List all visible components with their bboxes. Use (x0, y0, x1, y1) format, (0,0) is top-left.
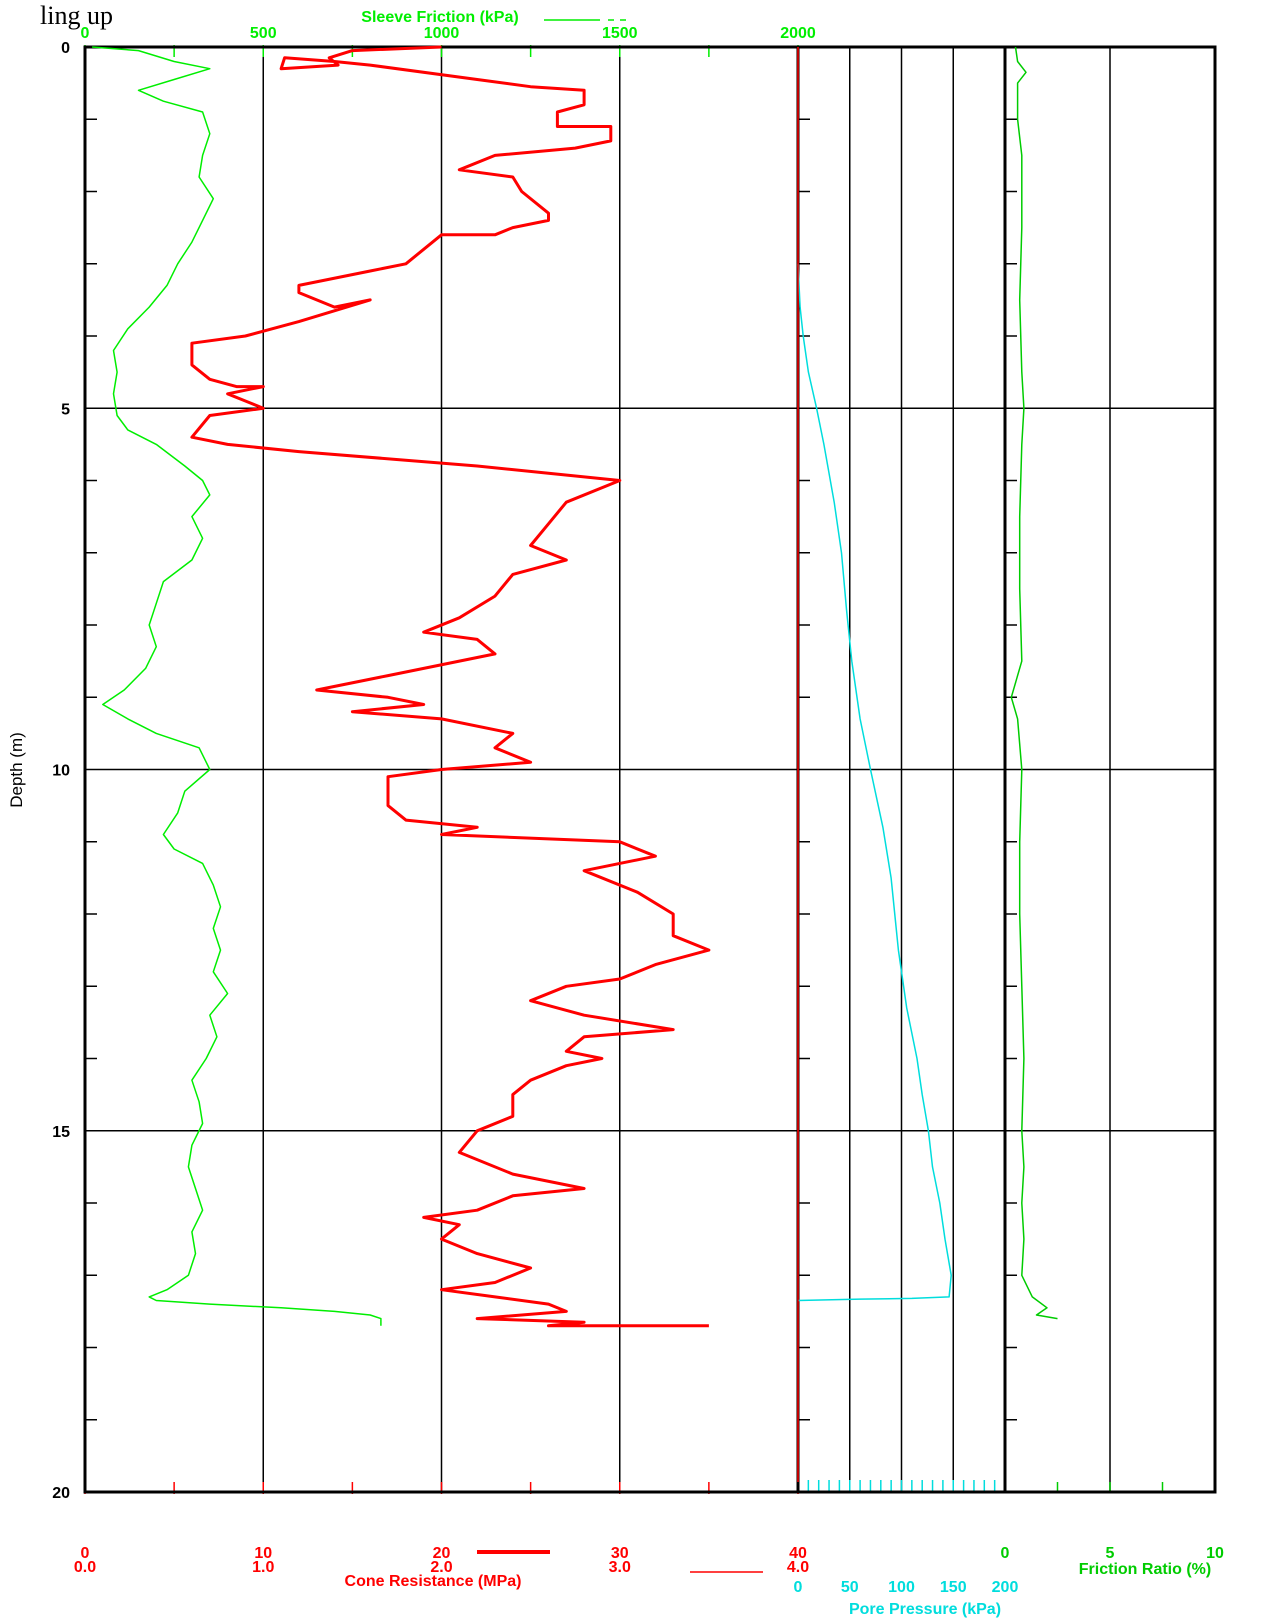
series-pore-pressure (797, 263, 952, 1302)
cone-tick-label: 40 (789, 1545, 807, 1562)
ratio-tick-label: 10 (1206, 1545, 1224, 1562)
series-layer (92, 45, 1058, 1482)
sleeve-tick-label: 1500 (602, 25, 638, 42)
pore-tick-label: 50 (841, 1579, 859, 1596)
grid (83, 45, 1217, 1494)
cone-tick-label: 20 (433, 1545, 451, 1562)
ratio-tick-label: 5 (1106, 1545, 1115, 1562)
pore-tick-label: 100 (888, 1579, 915, 1596)
cone-tick-label: 30 (611, 1545, 629, 1562)
series-sleeve-friction (92, 46, 382, 1326)
cone-tick-label: 0 (81, 1545, 90, 1562)
sleeve-tick-label: 500 (250, 25, 277, 42)
cone-tick-label-secondary: 2.0 (430, 1559, 452, 1576)
pore-tick-label: 150 (940, 1579, 967, 1596)
cone-tick-label-secondary: 3.0 (609, 1559, 631, 1576)
ratio-tick-label: 0 (1001, 1545, 1010, 1562)
cone-tick-label-secondary: 1.0 (252, 1559, 274, 1576)
series-friction-ratio (1010, 46, 1058, 1320)
ratio-axis-title: Friction Ratio (%) (1079, 1561, 1211, 1578)
header-fragment: ling up (40, 1, 113, 30)
depth-tick-label: 0 (61, 40, 70, 57)
sleeve-tick-label: 1000 (424, 25, 460, 42)
series-cone-resistance (190, 45, 711, 1328)
sleeve-axis-title: Sleeve Friction (kPa) (361, 9, 518, 26)
cone-axis-title: Cone Resistance (MPa) (345, 1573, 522, 1590)
cone-tick-label: 10 (254, 1545, 272, 1562)
depth-axis-title: Depth (m) (7, 732, 26, 808)
sleeve-tick-label: 2000 (780, 25, 816, 42)
sleeve-tick-label: 0 (81, 25, 90, 42)
pore-tick-label: 200 (992, 1579, 1019, 1596)
depth-tick-label: 15 (52, 1124, 70, 1141)
panel-frame (1003, 45, 1217, 1494)
cone-tick-label-secondary: 0.0 (74, 1559, 96, 1576)
depth-tick-label: 10 (52, 763, 70, 780)
depth-tick-label: 5 (61, 401, 70, 418)
pore-tick-label: 0 (794, 1579, 803, 1596)
depth-tick-label: 20 (52, 1485, 70, 1502)
cone-tick-label-secondary: 4.0 (787, 1559, 809, 1576)
pore-axis-title: Pore Pressure (kPa) (849, 1601, 1001, 1618)
